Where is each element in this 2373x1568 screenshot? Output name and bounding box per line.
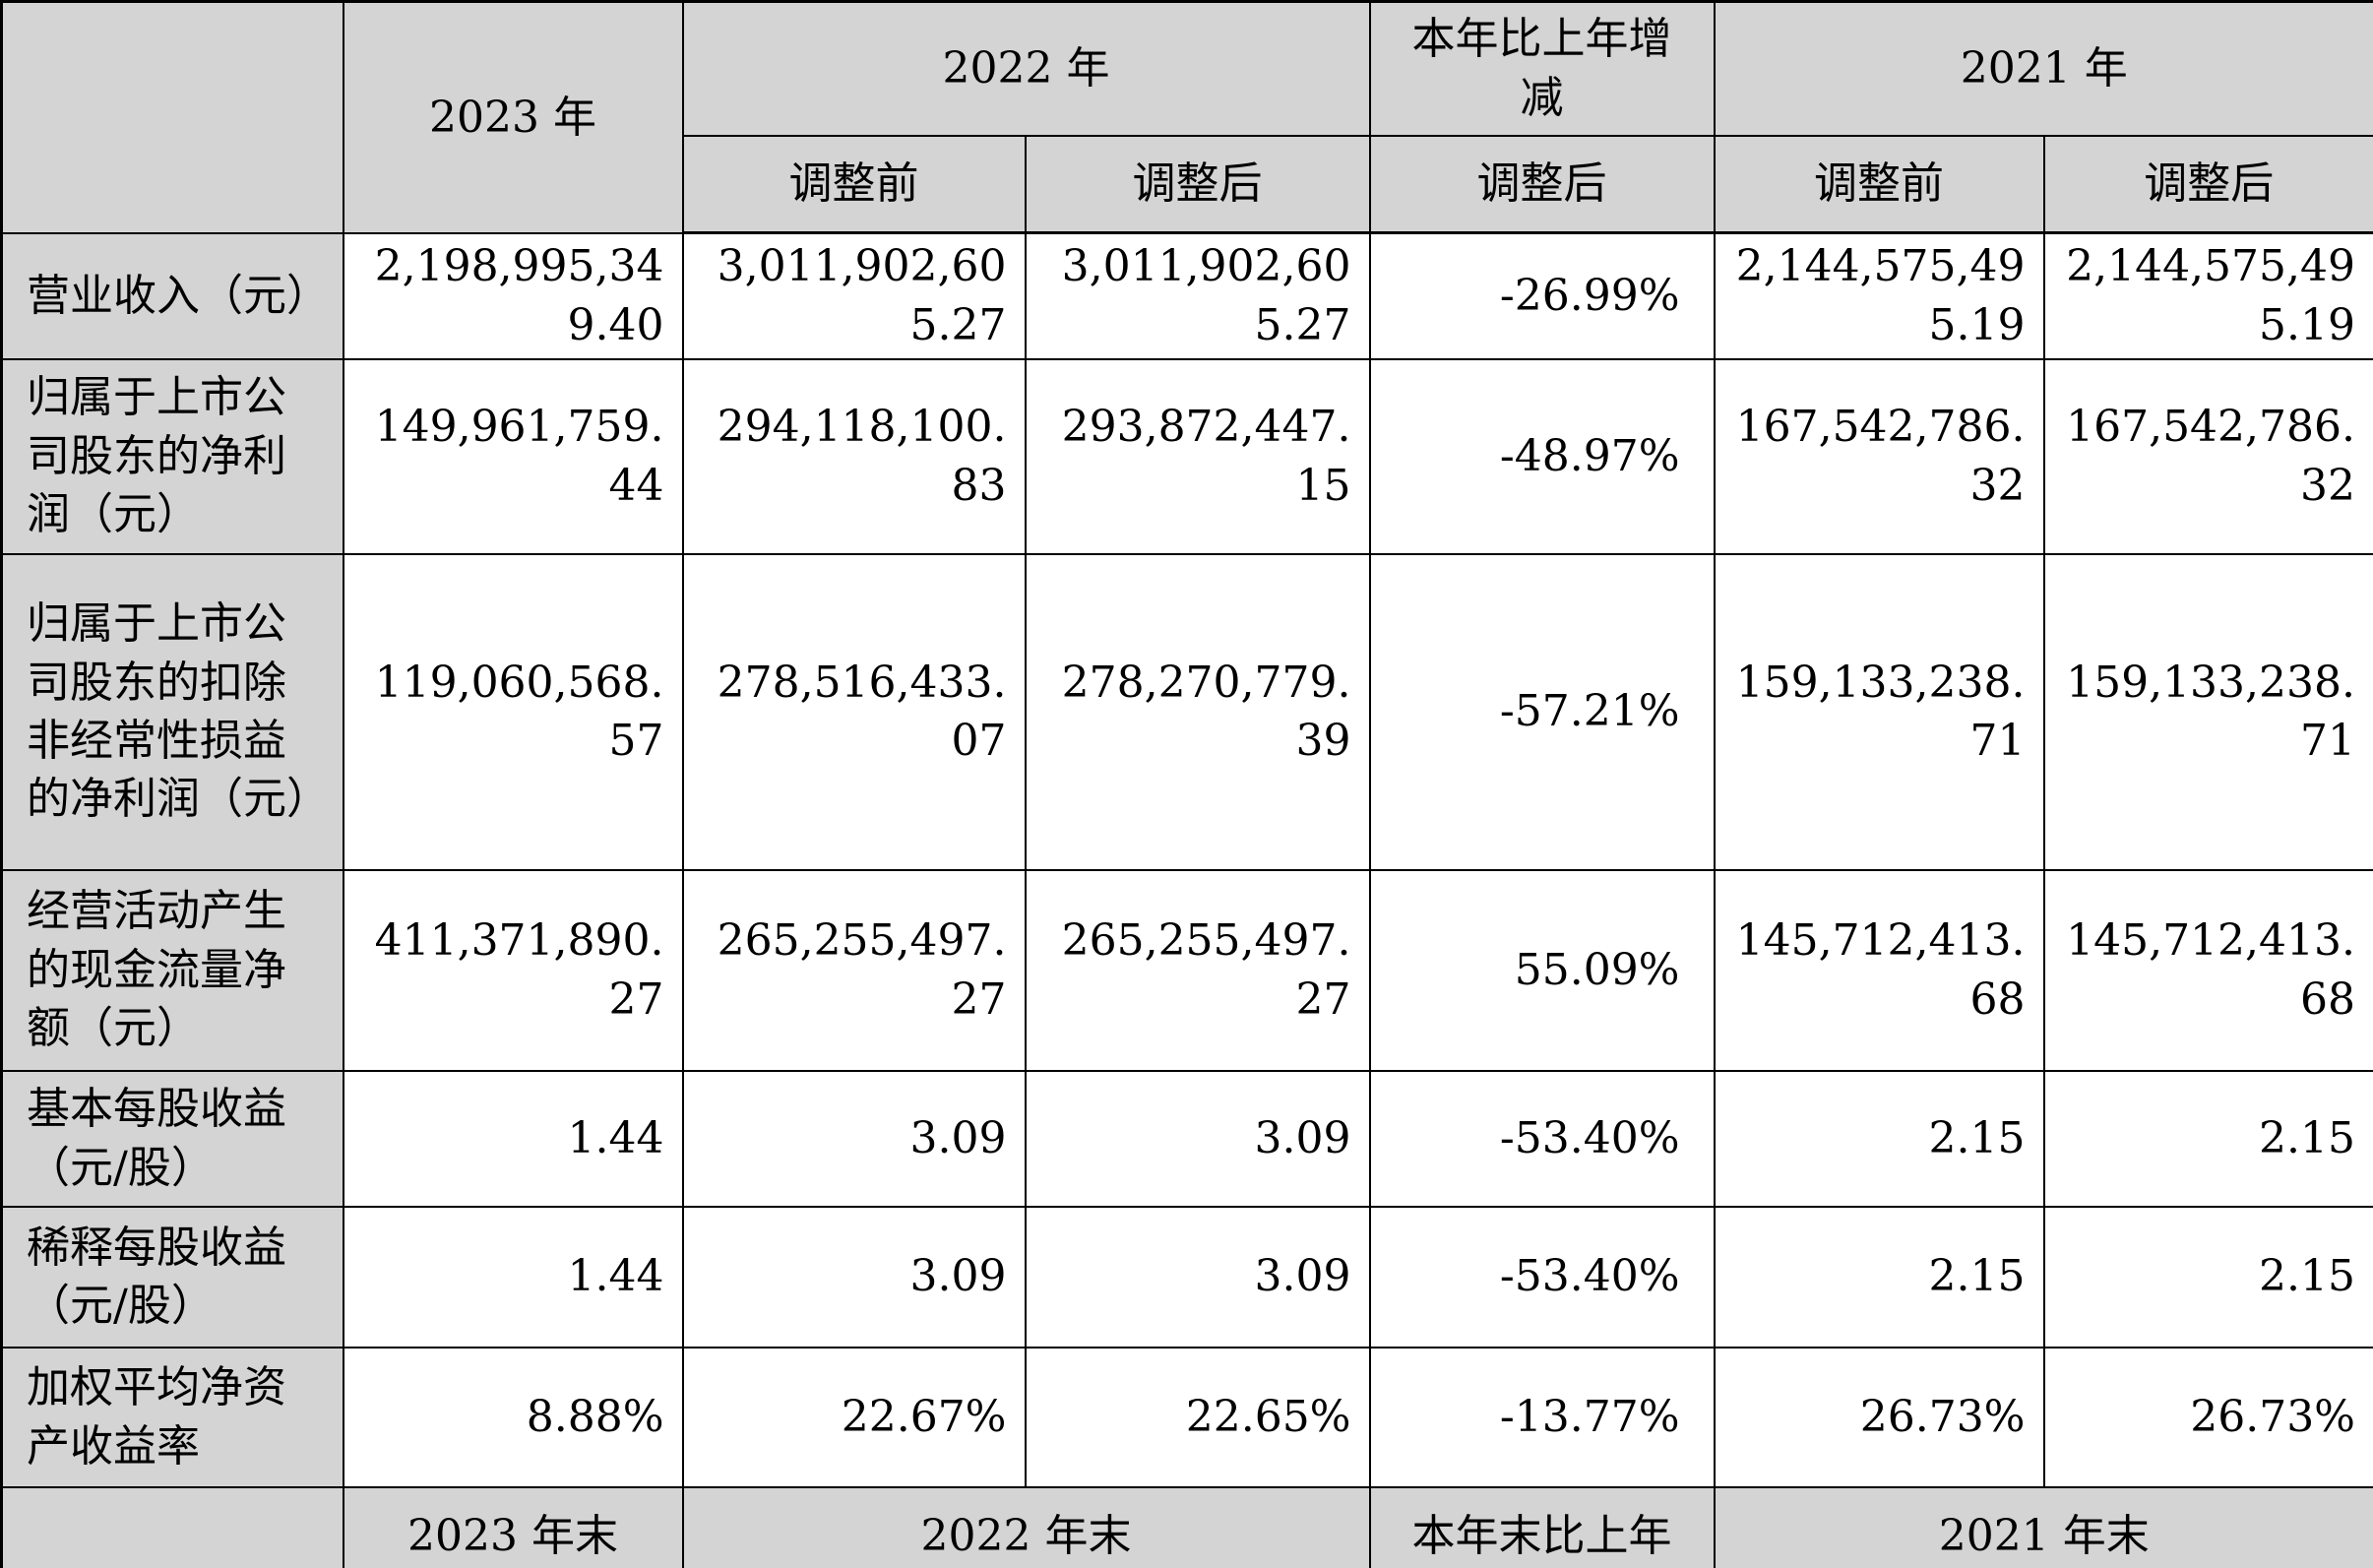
value-2022-post: 22.65% (1024, 1346, 1371, 1488)
value-2021-post: 145,712,413.68 (2042, 868, 2373, 1072)
value-2022-pre: 22.67% (681, 1346, 1027, 1488)
header-year-2021: 2021 年 (1713, 0, 2373, 137)
value-change: -48.97% (1368, 357, 1716, 555)
value-2021-post: 2.15 (2042, 1069, 2373, 1208)
value-2021-post: 159,133,238.71 (2042, 552, 2373, 871)
value-2022-post: 3,011,902,605.27 (1024, 231, 1371, 360)
value-2022-pre: 294,118,100.83 (681, 357, 1027, 555)
value-change: -13.77% (1368, 1346, 1716, 1488)
footer-corner-cell (0, 1485, 344, 1568)
value-2021-pre: 2.15 (1713, 1069, 2045, 1208)
table-row: 加权平均净资产收益率 8.88% 22.67% 22.65% -13.77% 2… (0, 1346, 2373, 1488)
value-2022-pre: 265,255,497.27 (681, 868, 1027, 1072)
value-2021-pre: 26.73% (1713, 1346, 2045, 1488)
value-2021-post: 2.15 (2042, 1205, 2373, 1348)
table-footer: 2023 年末 2022 年末 本年末比上年 2021 年末 (0, 1485, 2373, 1568)
table-row: 稀释每股收益（元/股） 1.44 3.09 3.09 -53.40% 2.15 … (0, 1205, 2373, 1348)
subheader-2021-pre-adjust: 调整前 (1713, 134, 2045, 234)
value-2022-pre: 3.09 (681, 1205, 1027, 1348)
table-row: 基本每股收益（元/股） 1.44 3.09 3.09 -53.40% 2.15 … (0, 1069, 2373, 1208)
row-label: 加权平均净资产收益率 (0, 1346, 344, 1488)
value-2021-pre: 159,133,238.71 (1713, 552, 2045, 871)
table-body: 营业收入（元） 2,198,995,349.40 3,011,902,605.2… (0, 231, 2373, 1488)
footer-period-2023-end: 2023 年末 (342, 1485, 684, 1568)
value-2022-pre: 3.09 (681, 1069, 1027, 1208)
header-corner-cell (0, 0, 344, 234)
row-label: 营业收入（元） (0, 231, 344, 360)
value-change: -57.21% (1368, 552, 1716, 871)
value-change: -26.99% (1368, 231, 1716, 360)
value-2023: 2,198,995,349.40 (342, 231, 684, 360)
footer-change-yoy-end: 本年末比上年 (1368, 1485, 1716, 1568)
value-2022-pre: 3,011,902,605.27 (681, 231, 1027, 360)
value-2022-post: 265,255,497.27 (1024, 868, 1371, 1072)
table-row: 营业收入（元） 2,198,995,349.40 3,011,902,605.2… (0, 231, 2373, 360)
value-change: 55.09% (1368, 868, 1716, 1072)
value-2022-post: 3.09 (1024, 1069, 1371, 1208)
value-2022-pre: 278,516,433.07 (681, 552, 1027, 871)
table-row: 归属于上市公司股东的扣除非经常性损益的净利润（元） 119,060,568.57… (0, 552, 2373, 871)
header-change-yoy: 本年比上年增减 (1368, 0, 1716, 137)
subheader-2021-post-adjust: 调整后 (2042, 134, 2373, 234)
row-label: 稀释每股收益（元/股） (0, 1205, 344, 1348)
value-2023: 8.88% (342, 1346, 684, 1488)
row-label: 经营活动产生的现金流量净额（元） (0, 868, 344, 1072)
table-row: 经营活动产生的现金流量净额（元） 411,371,890.27 265,255,… (0, 868, 2373, 1072)
value-2023: 411,371,890.27 (342, 868, 684, 1072)
value-2023: 1.44 (342, 1205, 684, 1348)
value-2021-pre: 2,144,575,495.19 (1713, 231, 2045, 360)
row-label: 归属于上市公司股东的净利润（元） (0, 357, 344, 555)
value-2021-pre: 167,542,786.32 (1713, 357, 2045, 555)
value-2021-post: 167,542,786.32 (2042, 357, 2373, 555)
subheader-change-post-adjust: 调整后 (1368, 134, 1716, 234)
value-2021-post: 26.73% (2042, 1346, 2373, 1488)
header-year-2022: 2022 年 (681, 0, 1371, 137)
value-2021-pre: 2.15 (1713, 1205, 2045, 1348)
header-year-2023: 2023 年 (342, 0, 684, 234)
row-label: 基本每股收益（元/股） (0, 1069, 344, 1208)
value-2023: 1.44 (342, 1069, 684, 1208)
value-change: -53.40% (1368, 1205, 1716, 1348)
value-2023: 149,961,759.44 (342, 357, 684, 555)
value-2021-pre: 145,712,413.68 (1713, 868, 2045, 1072)
value-2023: 119,060,568.57 (342, 552, 684, 871)
row-label: 归属于上市公司股东的扣除非经常性损益的净利润（元） (0, 552, 344, 871)
footer-period-2022-end: 2022 年末 (681, 1485, 1371, 1568)
subheader-2022-post-adjust: 调整后 (1024, 134, 1371, 234)
footer-period-2021-end: 2021 年末 (1713, 1485, 2373, 1568)
subheader-2022-pre-adjust: 调整前 (681, 134, 1027, 234)
value-2022-post: 3.09 (1024, 1205, 1371, 1348)
table-row: 归属于上市公司股东的净利润（元） 149,961,759.44 294,118,… (0, 357, 2373, 555)
value-change: -53.40% (1368, 1069, 1716, 1208)
value-2022-post: 278,270,779.39 (1024, 552, 1371, 871)
table-header: 2023 年 2022 年 本年比上年增减 2021 年 调整前 调整后 调整后… (0, 0, 2373, 234)
value-2021-post: 2,144,575,495.19 (2042, 231, 2373, 360)
value-2022-post: 293,872,447.15 (1024, 357, 1371, 555)
